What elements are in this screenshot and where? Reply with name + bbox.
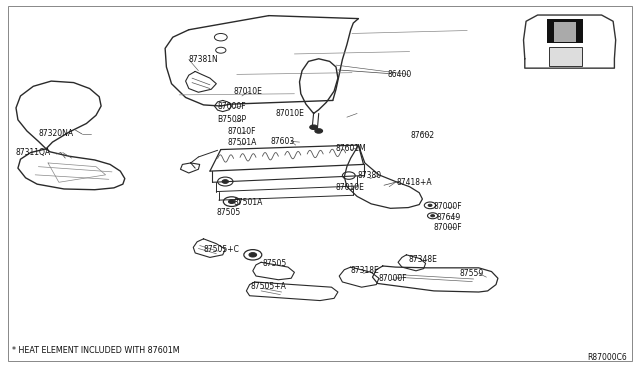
Text: 87000F: 87000F <box>218 102 246 110</box>
Circle shape <box>249 253 257 257</box>
Text: 87603: 87603 <box>270 137 294 146</box>
Text: 87418+A: 87418+A <box>397 178 433 187</box>
Bar <box>554 22 576 42</box>
Text: 87601M: 87601M <box>336 144 367 153</box>
Text: 87505: 87505 <box>262 259 287 268</box>
Text: 87602: 87602 <box>411 131 435 140</box>
Text: 87010E: 87010E <box>234 87 262 96</box>
Text: 86400: 86400 <box>387 70 412 79</box>
Circle shape <box>428 204 432 206</box>
Text: B7508P: B7508P <box>218 115 247 124</box>
Circle shape <box>315 129 323 133</box>
Text: 87000F: 87000F <box>379 274 408 283</box>
Circle shape <box>310 125 317 129</box>
Text: 87318E: 87318E <box>351 266 380 275</box>
Text: 87010F: 87010F <box>227 127 256 136</box>
Bar <box>547 19 583 43</box>
Text: 87501A: 87501A <box>234 198 263 207</box>
Circle shape <box>228 200 235 203</box>
Circle shape <box>431 215 435 217</box>
Text: 87010E: 87010E <box>275 109 304 118</box>
Text: 87311QA: 87311QA <box>16 148 51 157</box>
Text: 87649: 87649 <box>436 213 461 222</box>
Bar <box>549 47 582 65</box>
Text: 87505: 87505 <box>216 208 241 217</box>
Circle shape <box>222 180 228 183</box>
Text: 87381N: 87381N <box>189 55 218 64</box>
Text: R87000C6: R87000C6 <box>588 353 627 362</box>
Text: 87000F: 87000F <box>434 202 463 211</box>
Text: 87348E: 87348E <box>408 255 437 264</box>
Text: 87505+C: 87505+C <box>204 245 239 254</box>
Text: 87000F: 87000F <box>434 223 463 232</box>
Text: 87505+A: 87505+A <box>251 282 287 291</box>
Text: * HEAT ELEMENT INCLUDED WITH 87601M: * HEAT ELEMENT INCLUDED WITH 87601M <box>12 346 179 355</box>
Text: 87559: 87559 <box>460 269 484 278</box>
Text: 87501A: 87501A <box>227 138 257 147</box>
Text: 87320NA: 87320NA <box>38 129 74 138</box>
Text: 87380: 87380 <box>357 171 381 180</box>
Text: 87010E: 87010E <box>336 183 365 192</box>
